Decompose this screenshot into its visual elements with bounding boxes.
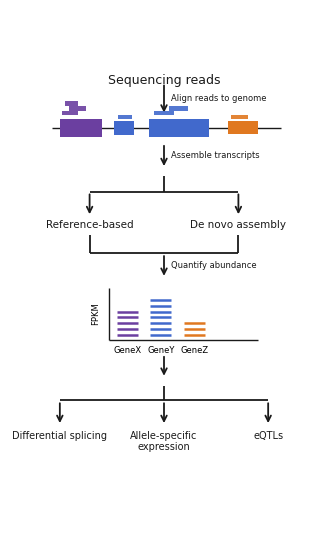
Bar	[228, 121, 258, 135]
Bar	[169, 106, 188, 111]
Text: Differential splicing: Differential splicing	[12, 431, 107, 441]
Bar	[68, 106, 86, 111]
Text: De novo assembly: De novo assembly	[190, 221, 286, 230]
Bar	[154, 112, 174, 115]
Text: Align reads to genome: Align reads to genome	[172, 93, 267, 103]
Bar	[115, 121, 134, 135]
Text: Sequencing reads: Sequencing reads	[108, 74, 220, 88]
Text: eQTLs: eQTLs	[253, 431, 283, 441]
Bar	[65, 101, 78, 106]
Bar	[231, 115, 248, 119]
Text: Allele-specific
expression: Allele-specific expression	[130, 431, 198, 452]
Bar	[118, 115, 132, 119]
Text: GeneZ: GeneZ	[180, 345, 208, 355]
Text: GeneY: GeneY	[147, 345, 175, 355]
Text: Assemble transcripts: Assemble transcripts	[172, 151, 260, 160]
Text: Reference-based: Reference-based	[46, 221, 133, 230]
Bar	[149, 119, 209, 137]
Bar	[60, 119, 102, 137]
Text: FPKM: FPKM	[91, 302, 100, 325]
Text: GeneX: GeneX	[113, 345, 141, 355]
Bar	[62, 112, 78, 115]
Text: Quantify abundance: Quantify abundance	[172, 261, 257, 270]
